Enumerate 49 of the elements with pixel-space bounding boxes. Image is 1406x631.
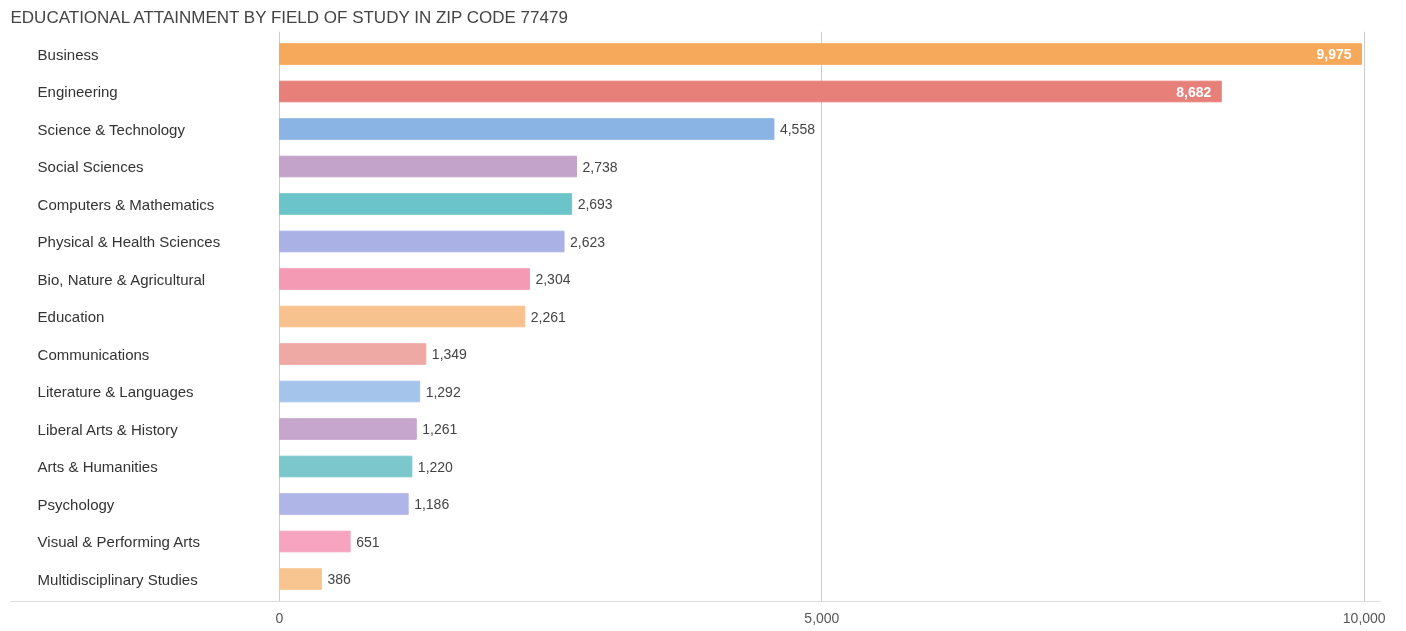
bar: [279, 155, 578, 178]
data-label: 1,292: [425, 383, 461, 400]
bar: [279, 268, 530, 290]
data-label: 9,975: [1316, 46, 1352, 62]
data-label: 2,693: [577, 196, 613, 212]
y-tick-label: Psychology: [37, 495, 115, 513]
bar: [279, 305, 526, 328]
y-tick-label: Science & Technology: [37, 120, 186, 138]
y-tick-label: Computers & Mathematics: [37, 195, 215, 213]
x-tick-label: 10,000: [1342, 609, 1386, 626]
x-tick-label: 5,000: [804, 609, 840, 626]
y-tick-label: Communications: [37, 345, 150, 363]
data-label: 8,682: [1176, 83, 1212, 100]
bar: [279, 230, 565, 253]
data-label: 1,261: [422, 421, 458, 437]
y-tick-label: Arts & Humanities: [37, 458, 158, 475]
x-tick-label: 0: [275, 609, 284, 626]
data-label: 4,558: [779, 121, 816, 137]
bar: [279, 343, 427, 365]
y-tick-label: Bio, Nature & Agricultural: [37, 270, 206, 288]
bar: [279, 193, 573, 215]
bar: [279, 493, 409, 515]
y-tick-label: Physical & Health Sciences: [37, 233, 221, 250]
y-tick-label: Liberal Arts & History: [37, 420, 179, 438]
y-tick-label: Literature & Languages: [37, 383, 194, 400]
bar: [279, 530, 351, 553]
bar: [279, 380, 421, 403]
y-tick-label: Business: [37, 45, 99, 63]
y-tick-label: Engineering: [37, 83, 118, 100]
data-label: 2,304: [535, 271, 571, 287]
bar: [279, 43, 1363, 65]
chart-title: EDUCATIONAL ATTAINMENT BY FIELD OF STUDY IN ZIP CODE 77479: [10, 7, 568, 27]
data-label: 386: [327, 571, 351, 587]
y-tick-label: Multidisciplinary Studies: [37, 570, 198, 588]
y-tick-label: Visual & Performing Arts: [37, 533, 200, 550]
bar: [279, 418, 417, 440]
data-label: 1,349: [431, 346, 468, 362]
y-tick-label: Education: [37, 308, 105, 325]
data-label: 1,186: [414, 496, 450, 512]
bar: [279, 455, 413, 478]
bar: [279, 80, 1222, 103]
data-label: 651: [356, 533, 380, 550]
data-label: 2,623: [570, 233, 606, 250]
data-label: 2,738: [582, 158, 618, 175]
y-tick-label: Social Sciences: [37, 158, 144, 175]
data-label: 1,220: [417, 458, 454, 475]
bar: [279, 118, 775, 140]
bar: [279, 568, 322, 590]
data-label: 2,261: [530, 308, 567, 325]
